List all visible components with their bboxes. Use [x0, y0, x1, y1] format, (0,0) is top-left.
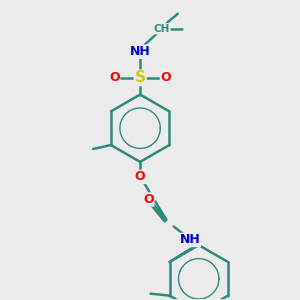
Text: O: O: [135, 170, 146, 183]
Text: NH: NH: [180, 233, 200, 247]
Text: CH: CH: [154, 24, 170, 34]
Text: O: O: [109, 71, 120, 84]
Text: O: O: [160, 71, 171, 84]
Text: NH: NH: [130, 45, 151, 58]
Text: O: O: [143, 193, 154, 206]
Text: S: S: [135, 70, 146, 86]
